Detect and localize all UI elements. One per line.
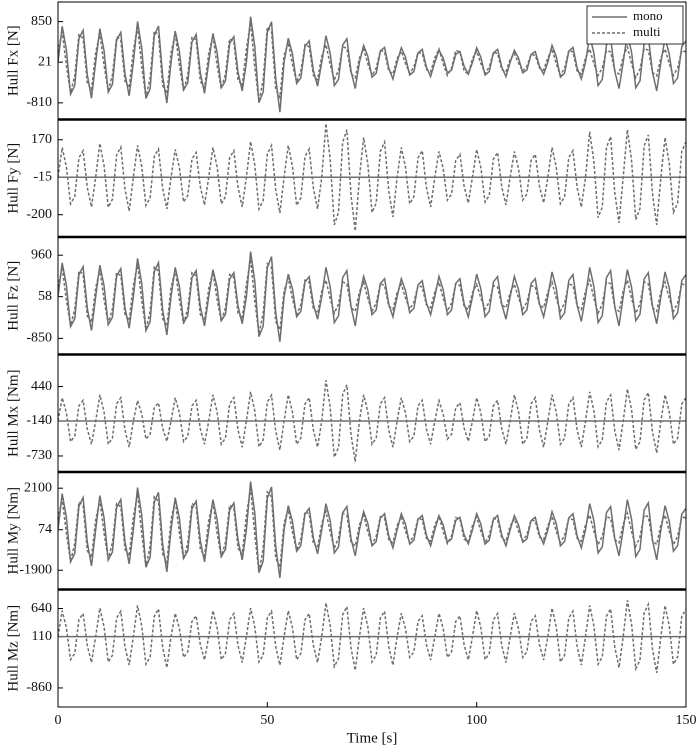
line-series bbox=[58, 16, 686, 113]
y-axis-label: Hull My [Nm] bbox=[5, 487, 21, 575]
y-axis-label: Hull Fx [N] bbox=[5, 25, 21, 96]
x-tick-label: 100 bbox=[466, 713, 487, 728]
y-tick-label: -860 bbox=[26, 680, 52, 695]
plot-area bbox=[58, 481, 686, 579]
x-tick-label: 0 bbox=[55, 713, 62, 728]
y-tick-label: 850 bbox=[31, 14, 52, 29]
plot-frame bbox=[57, 354, 687, 473]
plot-area bbox=[58, 600, 686, 674]
line-series bbox=[58, 481, 686, 579]
line-series bbox=[58, 380, 686, 462]
y-tick-label: 440 bbox=[31, 379, 52, 394]
y-tick-label: 640 bbox=[31, 601, 52, 616]
line-series bbox=[58, 600, 686, 674]
y-tick-label: -810 bbox=[26, 95, 52, 110]
line-series bbox=[58, 251, 686, 342]
x-tick-label: 50 bbox=[260, 713, 274, 728]
legend-box bbox=[586, 5, 684, 45]
y-axis-label: Hull Fy [N] bbox=[5, 143, 21, 214]
legend-label: multi bbox=[633, 24, 661, 39]
y-tick-label: -15 bbox=[33, 169, 52, 184]
x-axis-label: Time [s] bbox=[347, 730, 398, 745]
y-tick-label: -850 bbox=[26, 331, 52, 346]
y-tick-label: 960 bbox=[31, 247, 52, 262]
plot-area bbox=[58, 123, 686, 232]
y-tick-label: -200 bbox=[26, 207, 52, 222]
y-tick-label: 110 bbox=[32, 629, 52, 644]
plot-frame bbox=[57, 589, 687, 708]
y-tick-label: -730 bbox=[26, 448, 52, 463]
y-axis-label: Hull Mx [Nm] bbox=[5, 370, 21, 458]
y-tick-label: 170 bbox=[31, 132, 52, 147]
y-tick-label: -1900 bbox=[19, 562, 52, 577]
y-axis-label: Hull Mz [Nm] bbox=[5, 605, 21, 692]
y-axis-label: Hull Fz [N] bbox=[5, 261, 21, 331]
y-tick-label: 74 bbox=[38, 522, 52, 537]
line-series bbox=[58, 22, 686, 103]
y-tick-label: 58 bbox=[38, 289, 52, 304]
x-tick-label: 150 bbox=[676, 713, 697, 728]
plot-area bbox=[58, 16, 686, 113]
line-series bbox=[58, 487, 686, 573]
y-tick-label: 2100 bbox=[24, 480, 52, 495]
plot-area bbox=[58, 251, 686, 342]
line-series bbox=[58, 259, 686, 335]
y-tick-label: -140 bbox=[26, 413, 52, 428]
legend-label: mono bbox=[633, 8, 663, 23]
plot-area bbox=[58, 380, 686, 462]
y-tick-label: 21 bbox=[38, 54, 52, 69]
